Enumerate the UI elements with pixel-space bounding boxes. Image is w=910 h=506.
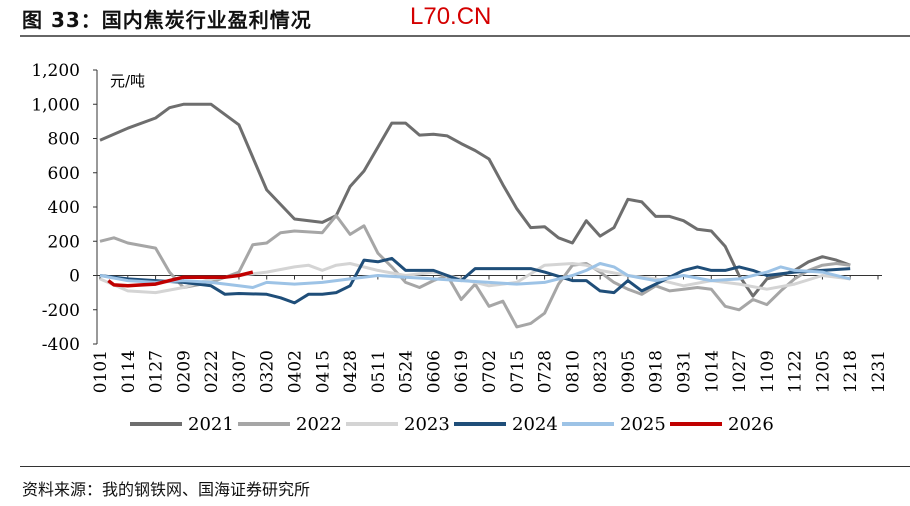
y-axis-label: 元/吨 [110,72,145,90]
footer-divider [20,466,910,467]
y-tick-label: 1,200 [31,61,80,81]
legend-label-2025: 2025 [620,414,666,435]
series-line-2022 [99,214,851,329]
legend-label-2024: 2024 [512,414,558,435]
x-tick-label: 1027 [730,350,750,393]
x-tick-label: 0931 [675,350,695,393]
x-tick-label: 0209 [174,350,194,393]
x-tick-label: 0918 [647,350,667,393]
y-tick-label: -400 [42,335,80,355]
x-tick-label: 0606 [424,350,444,393]
x-tick-label: 0402 [286,350,306,393]
x-tick-label: 1109 [758,350,778,393]
x-tick-label: 1218 [841,350,861,393]
legend-label-2023: 2023 [404,414,450,435]
series-line-2026 [107,270,254,288]
y-tick-label: 600 [48,164,80,184]
x-tick-label: 0511 [369,350,389,393]
source-note: 资料来源：我的钢铁网、国海证券研究所 [22,480,311,499]
series-line-2024 [99,256,851,305]
x-tick-label: 1122 [786,350,806,393]
y-tick-label: 0 [69,267,80,287]
x-tick-label: 0810 [563,350,583,393]
x-tick-label: 0127 [147,350,167,393]
y-tick-label: 200 [48,232,80,252]
x-tick-label: 0728 [536,350,556,393]
x-tick-label: 0524 [397,350,417,393]
x-tick-label: 1231 [869,350,889,393]
x-tick-label: 0114 [119,350,139,393]
x-tick-label: 0823 [591,350,611,393]
y-tick-label: 400 [48,198,80,218]
y-tick-label: 800 [48,130,80,150]
x-tick-label: 0428 [341,350,361,393]
legend-label-2022: 2022 [296,414,342,435]
x-tick-label: 0320 [258,350,278,393]
legend-label-2021: 2021 [188,414,234,435]
title-divider [20,35,910,37]
legend-label-2026: 2026 [728,414,774,435]
y-tick-label: -200 [42,301,80,321]
x-tick-label: 1205 [813,350,833,393]
x-tick-label: 0222 [202,350,222,393]
x-tick-label: 0715 [508,350,528,393]
x-tick-label: 0702 [480,350,500,393]
x-tick-label: 0905 [619,350,639,393]
series-line-2025 [99,262,851,289]
y-tick-label: 1,000 [31,95,80,115]
x-tick-label: 0307 [230,350,250,393]
x-tick-label: 1014 [702,350,722,393]
x-tick-label: 0619 [452,350,472,393]
x-tick-label: 0101 [91,350,111,393]
watermark: L70.CN [410,3,492,30]
line-chart: 元/吨 -400 -200 0 200 400 600 800 1,000 1,200 0101 0… [31,61,889,435]
figure-title: 图 33：国内焦炭行业盈利情况 [22,8,312,32]
x-tick-label: 0415 [313,350,333,393]
